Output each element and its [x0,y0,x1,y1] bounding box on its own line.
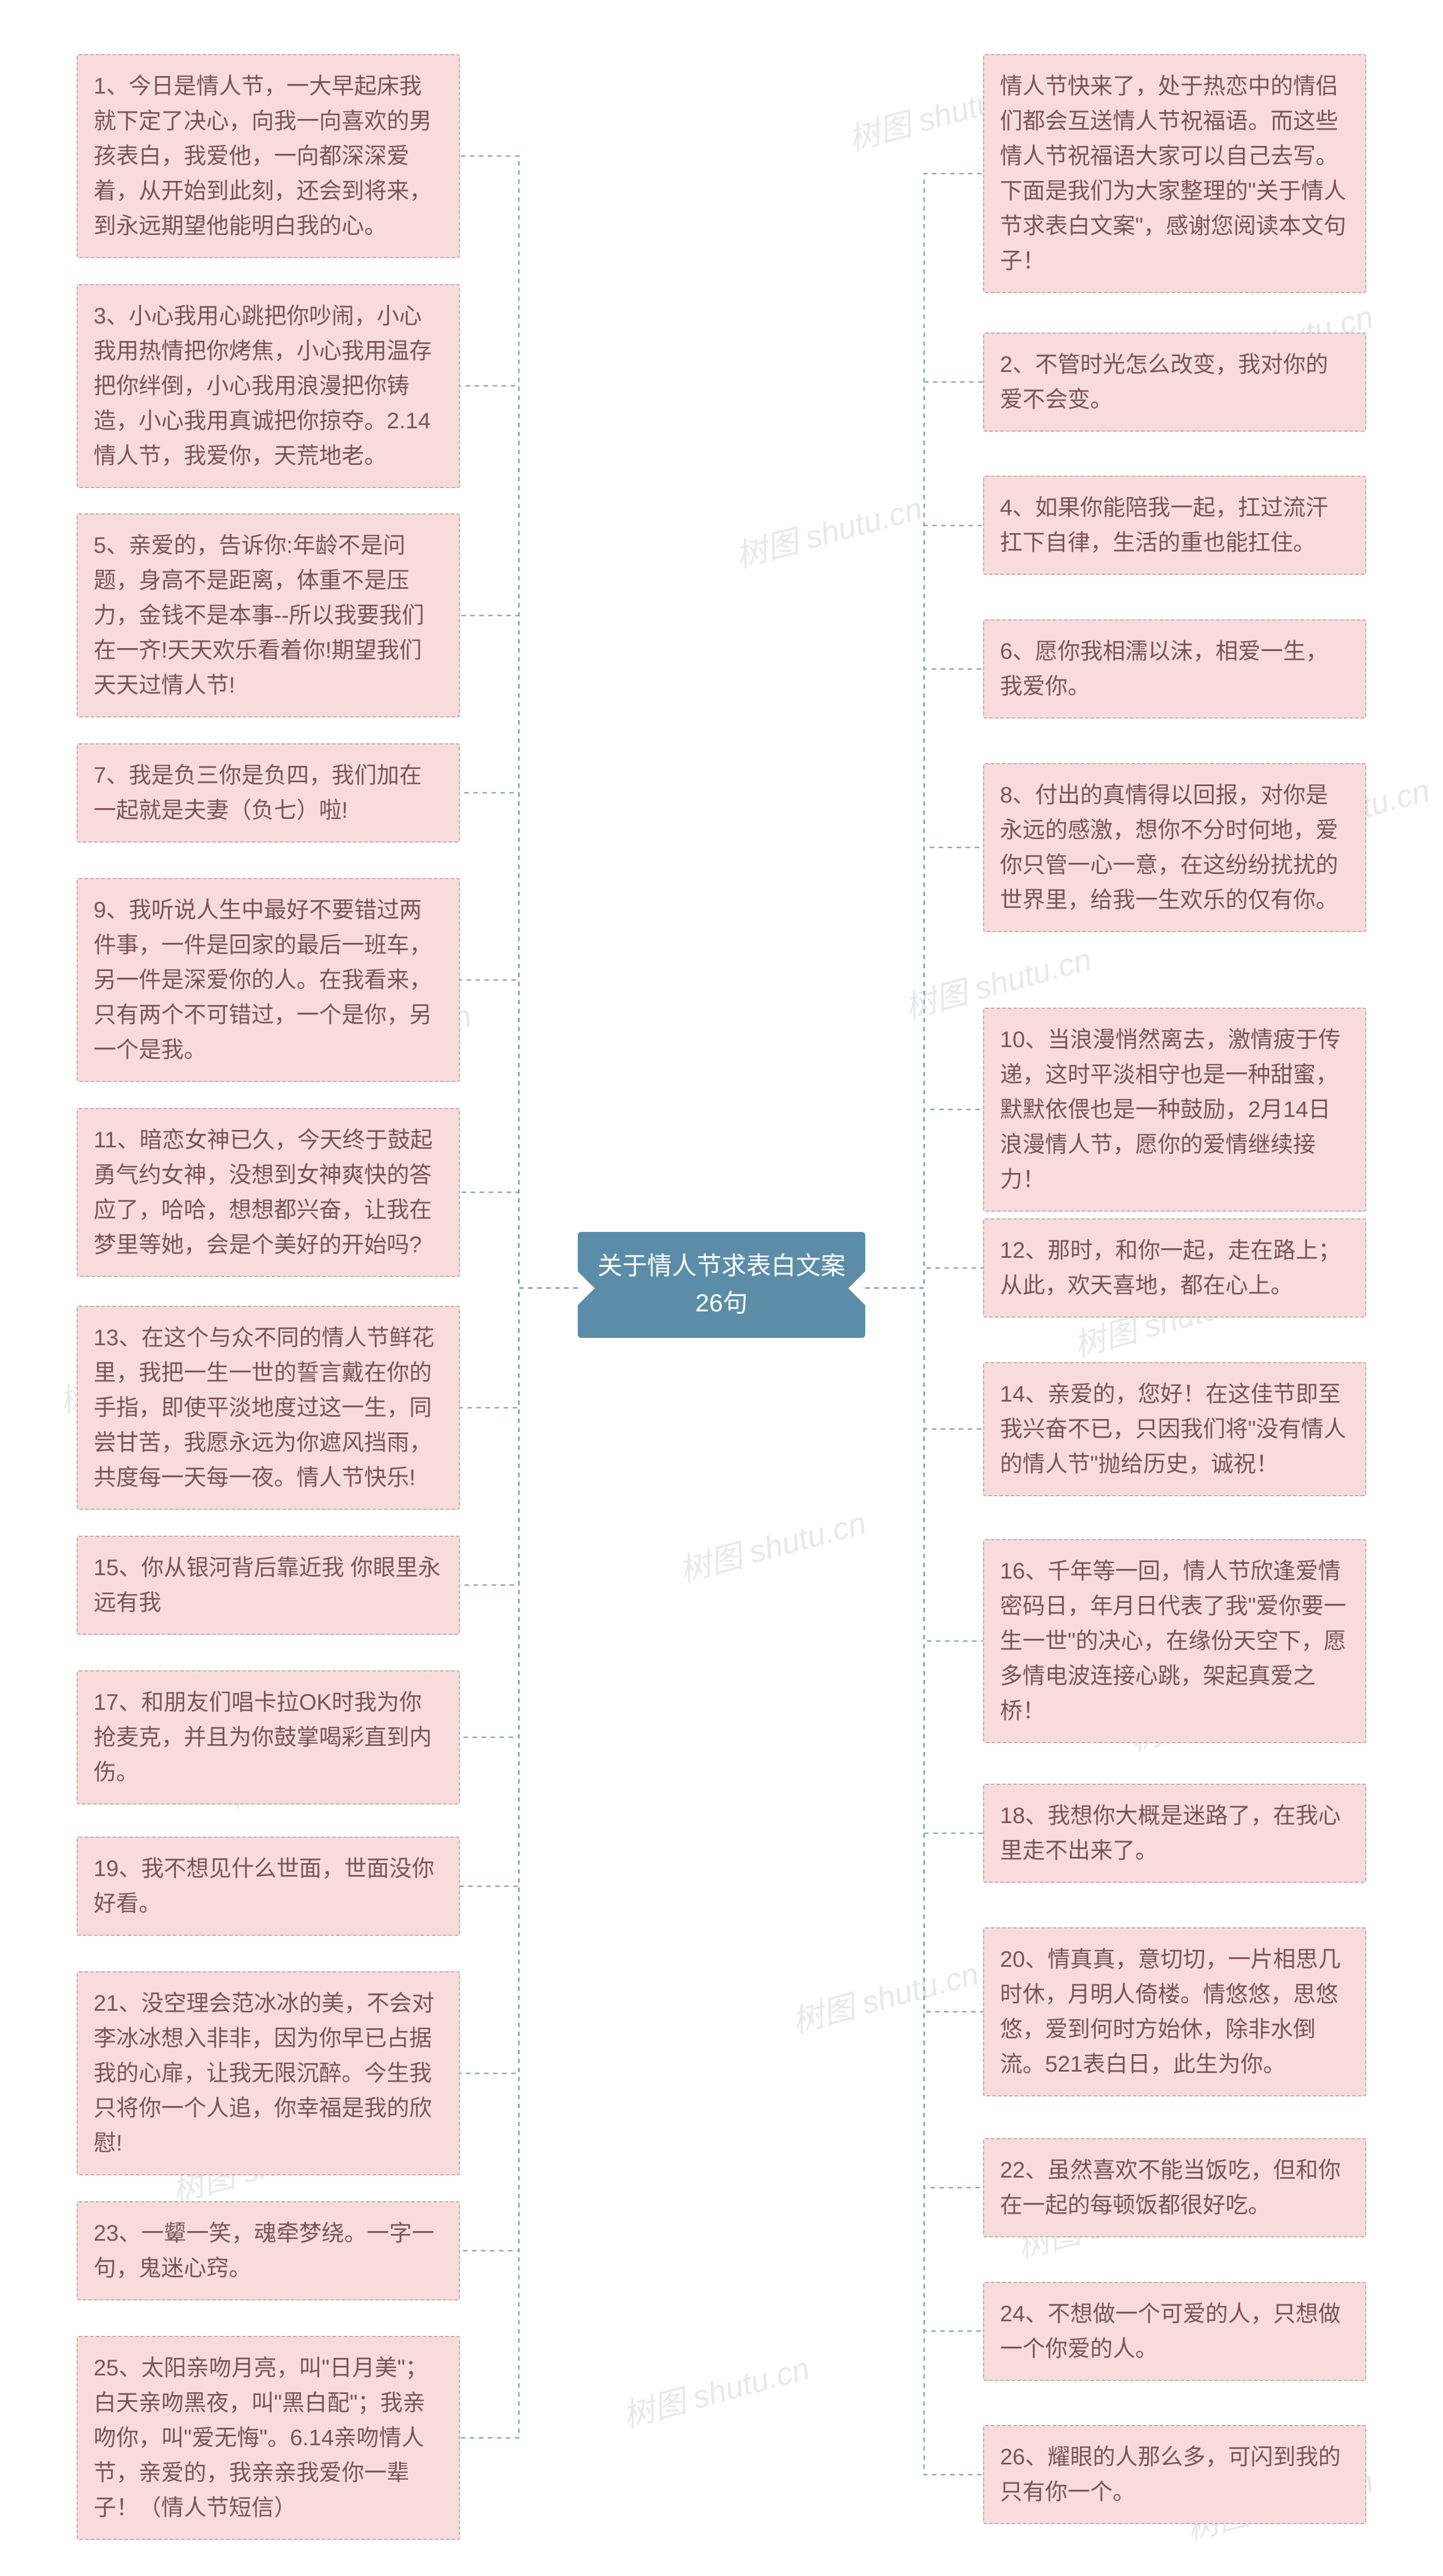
right-node-3: 6、愿你我相濡以沫，相爱一生，我爱你。 [983,619,1366,719]
right-node-7: 14、亲爱的，您好！在这佳节即至我兴奋不已，只因我们将"没有情人的情人节"抛给历… [983,1362,1366,1496]
left-node-7: 15、你从银河背后靠近我 你眼里永远有我 [77,1536,460,1635]
watermark-4: 树图 shutu.cn [730,483,927,577]
center-title: 关于情人节求表白文案26句 [597,1252,846,1317]
left-node-4: 9、我听说人生中最好不要错过两件事，一件是回家的最后一班车，另一件是深爱你的人。… [77,878,460,1082]
left-node-9: 19、我不想见什么世面，世面没你好看。 [77,1837,460,1936]
right-node-4: 8、付出的真情得以回报，对你是永远的感激，想你不分时何地，爱你只管一心一意，在这… [983,763,1366,932]
left-node-8: 17、和朋友们唱卡拉OK时我为你抢麦克，并且为你鼓掌喝彩直到内伤。 [77,1670,460,1804]
center-node: 关于情人节求表白文案26句 [578,1232,865,1338]
left-node-12: 25、太阳亲吻月亮，叫"日月美"；白天亲吻黑夜，叫"黑白配"；我亲吻你，叫"爱无… [77,2336,460,2540]
left-node-10: 21、没空理会范冰冰的美，不会对李冰冰想入非非，因为你早已占据我的心扉，让我无限… [77,1971,460,2175]
right-node-2: 4、如果你能陪我一起，扛过流汗扛下自律，生活的重也能扛住。 [983,476,1366,575]
left-node-6: 13、在这个与众不同的情人节鲜花里，我把一生一世的誓言戴在你的手指，即使平淡地度… [77,1306,460,1510]
right-node-10: 20、情真真，意切切，一片相思几时休，月明人倚楼。情悠悠，思悠悠，爱到何时方始休… [983,1927,1366,2096]
right-node-11: 22、虽然喜欢不能当饭吃，但和你在一起的每顿饭都很好吃。 [983,2138,1366,2237]
watermark-16: 树图 shutu.cn [617,2343,814,2436]
right-node-0: 情人节快来了，处于热恋中的情侣们都会互送情人节祝福语。而这些情人节祝福语大家可以… [983,54,1366,293]
left-node-1: 3、小心我用心跳把你吵闹，小心我用热情把你烤焦，小心我用温存把你绊倒，小心我用浪… [77,284,460,488]
right-node-1: 2、不管时光怎么改变，我对你的爱不会变。 [983,332,1366,432]
right-node-13: 26、耀眼的人那么多，可闪到我的只有你一个。 [983,2425,1366,2524]
right-node-5: 10、当浪漫悄然离去，激情疲于传递，这时平淡相守也是一种甜蜜，默默依偎也是一种鼓… [983,1008,1366,1212]
left-node-0: 1、今日是情人节，一大早起床我就下定了决心，向我一向喜欢的男孩表白，我爱他，一向… [77,54,460,258]
left-node-3: 7、我是负三你是负四，我们加在一起就是夫妻（负七）啦! [77,743,460,843]
right-node-9: 18、我想你大概是迷路了，在我心里走不出来了。 [983,1784,1366,1883]
right-node-6: 12、那时，和你一起，走在路上；从此，欢天喜地，都在心上。 [983,1218,1366,1318]
right-node-8: 16、千年等一回，情人节欣逢爱情密码日，年月日代表了我"爱你要一生一世"的决心，… [983,1539,1366,1743]
left-node-11: 23、一颦一笑，魂牵梦绕。一字一句，鬼迷心窍。 [77,2201,460,2300]
left-node-5: 11、暗恋女神已久，今天终于鼓起勇气约女神，没想到女神爽快的答应了，哈哈，想想都… [77,1108,460,1277]
watermark-13: 树图 shutu.cn [786,1948,983,2042]
watermark-10: 树图 shutu.cn [674,1497,870,1591]
left-node-2: 5、亲爱的，告诉你:年龄不是问题，身高不是距离，体重不是压力，金钱不是本事--所… [77,513,460,717]
right-node-12: 24、不想做一个可爱的人，只想做一个你爱的人。 [983,2282,1366,2381]
